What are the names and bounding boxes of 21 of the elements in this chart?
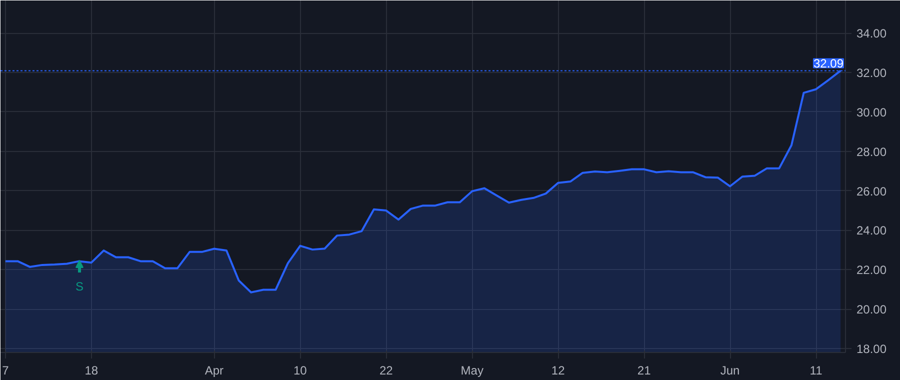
y-tick-label: 34.00 bbox=[856, 26, 887, 41]
x-tick-label: May bbox=[460, 364, 484, 378]
x-tick-label: 11 bbox=[810, 364, 823, 378]
x-tick-label: 18 bbox=[84, 364, 98, 378]
y-tick-label: 22.00 bbox=[856, 263, 887, 278]
x-tick-label: Jun bbox=[720, 364, 740, 378]
y-tick-label: 20.00 bbox=[856, 302, 887, 317]
ref-line-label: 32.09 bbox=[813, 56, 844, 71]
x-tick-label: 22 bbox=[379, 364, 394, 378]
x-tick-label: 10 bbox=[294, 364, 308, 378]
y-tick-label: 18.00 bbox=[856, 342, 887, 356]
x-tick-label: 7 bbox=[2, 364, 10, 378]
y-tick-label: 30.00 bbox=[856, 105, 887, 120]
y-tick-label: 28.00 bbox=[856, 144, 887, 159]
y-tick-label: 24.00 bbox=[856, 224, 887, 238]
y-tick-label: 26.00 bbox=[856, 184, 887, 198]
annotation: S bbox=[76, 280, 84, 294]
y-tick-label: 32.00 bbox=[856, 66, 887, 80]
x-tick-label: 21 bbox=[637, 364, 652, 378]
x-tick-label: 12 bbox=[551, 364, 566, 378]
x-tick-label: Apr bbox=[204, 364, 224, 378]
